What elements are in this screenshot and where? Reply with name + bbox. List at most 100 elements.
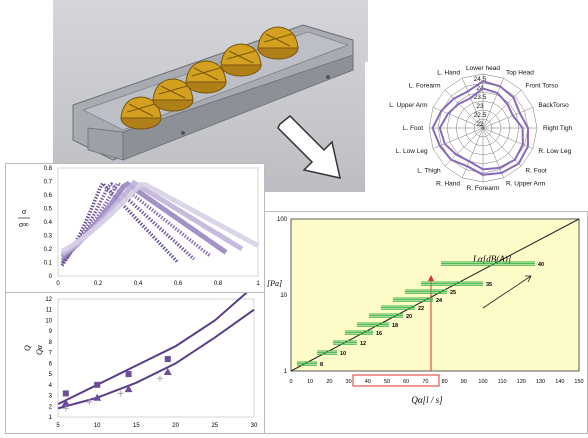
radar-tick-label: 22.5 [474,112,487,119]
plus-marker [62,405,69,412]
diagonal-line [290,218,580,372]
y-tick-label: 6 [49,361,53,367]
radar-spoke [433,127,484,149]
radar-tick-label: 24.5 [474,76,487,83]
radar-spoke [444,89,484,129]
x-tick-label: 30 [251,423,258,429]
x-tick-label: 5 [56,423,60,429]
radar-series-line [431,80,530,176]
stress-curve [60,181,196,265]
plot-area [57,298,255,418]
x-tick-label: 0.6 [174,281,183,287]
square-marker [94,381,101,388]
bar-label: 12 [360,341,366,347]
square-marker [62,390,69,397]
y-tick-label: 11 [46,308,53,314]
radar-spoke [482,127,504,178]
radar-tick-label: 23 [476,103,484,110]
x-tick-label: 0 [289,379,292,385]
bar-label: 22 [418,306,424,312]
x-tick-label: 25 [211,423,218,429]
radar-tick-label: 22 [476,121,484,128]
plus-marker [117,390,124,397]
bar-label: 20 [406,314,412,320]
radar-category-label: L. Upper Arm [389,102,427,109]
radar-category-label: L. Hand [437,70,460,77]
radar-category-label: R. Hand [436,180,460,187]
plus-marker [86,398,93,405]
radar-spoke [482,89,522,129]
x-tick-label: 50 [384,379,390,385]
x-tick-label: 130 [536,379,545,385]
x-tick-label: 0.4 [134,281,143,287]
radar-spoke [482,107,533,129]
x-tick-label: 20 [326,379,332,385]
x-tick-label: 30 [346,379,352,385]
radar-category-label: Lower head [466,65,500,72]
y-tick-label: 5 [49,372,53,378]
plot-area [57,167,259,277]
x-tick-label: 10 [307,379,313,385]
radar-category-label: Front Torso [525,83,558,90]
triangle-marker [124,385,133,393]
radar-category-label: Right Tigh [543,125,573,132]
device-drawing [72,24,354,161]
x-tick-label: 10 [94,423,101,429]
square-marker [125,371,132,378]
y-tick-label: 0.6 [44,193,53,199]
radar-category-label: R. Foot [525,167,547,174]
radar-chart: Lower head Top Head Front Torso BackTorso Ri… [365,62,588,195]
bar-label: 10 [340,351,346,357]
radar-category-label: BackTorso [538,102,569,109]
bar-label: 16 [376,331,382,337]
y-axis-label-bottom: Qα [35,344,44,355]
dome-5 [257,26,299,60]
y-tick-label: 0.7 [44,180,53,186]
x-tick-label: 15 [133,423,140,429]
noise-log-plot: 1 10 100 0 10 20 30 40 50 60 70 80 90 100 110 120 130 140… [264,211,588,434]
x-tick-label: 0.8 [214,281,223,287]
plus-marker [156,375,163,382]
x-tick-label: 60 [403,379,409,385]
y-tick-label: 1 [284,369,288,375]
y-tick-label: 0.8 [44,166,53,172]
bar-label: 8 [320,362,323,368]
triangle-marker [93,393,102,401]
dome-4 [220,43,262,77]
radar-spoke [462,127,484,178]
radar-category-label: Top Head [506,70,534,77]
radar-category-label: R. Upper Arm [506,180,545,187]
x-tick-label: 140 [555,379,564,385]
y-tick-label: 0.1 [44,261,53,267]
highlight-box [352,374,440,387]
device-render [53,0,368,192]
y-tick-label: 0.3 [44,234,53,240]
square-marker [164,356,171,363]
radar-category-label: R. Forearm [467,185,500,192]
x-tick-label: 0.2 [94,281,103,287]
y-tick-label: 1 [49,415,53,421]
dome-3 [185,60,227,94]
x-tick-label: 20 [172,423,179,429]
radar-tick-label: 24 [476,85,484,92]
flow-arrow-icon [277,114,341,179]
y-axis-label: [Pa] [267,279,282,288]
radar-category-label: L. Forearm [409,83,441,90]
fit-line [57,308,255,410]
y-tick-label: 0 [49,274,53,280]
flow-ratio-plot: 1 2 3 4 5 6 7 8 9 10 11 12 5 10 15 20 25 30 Q Qα [5,285,265,434]
x-tick-label: 110 [498,379,507,385]
dome-1 [120,96,162,130]
y-tick-label: 12 [45,297,52,303]
y-axis-label-bottom: σ∞ [19,220,29,229]
fit-line [57,285,255,405]
radar-svg: Lower head Top Head Front Torso BackTorso Ri… [389,65,573,192]
radar-category-label: L. Thigh [417,167,441,174]
radar-spoke [482,127,533,149]
stress-curves-svg: 0 0.1 0.2 0.3 0.4 0.5 0.6 0.7 0.8 0 0.2 0.4 0.6 0.8 1 σ… [18,166,260,287]
triangle-marker [163,367,172,375]
bar-label: 18 [392,323,398,329]
x-tick-label: 40 [365,379,371,385]
trend-arrow [482,275,532,309]
